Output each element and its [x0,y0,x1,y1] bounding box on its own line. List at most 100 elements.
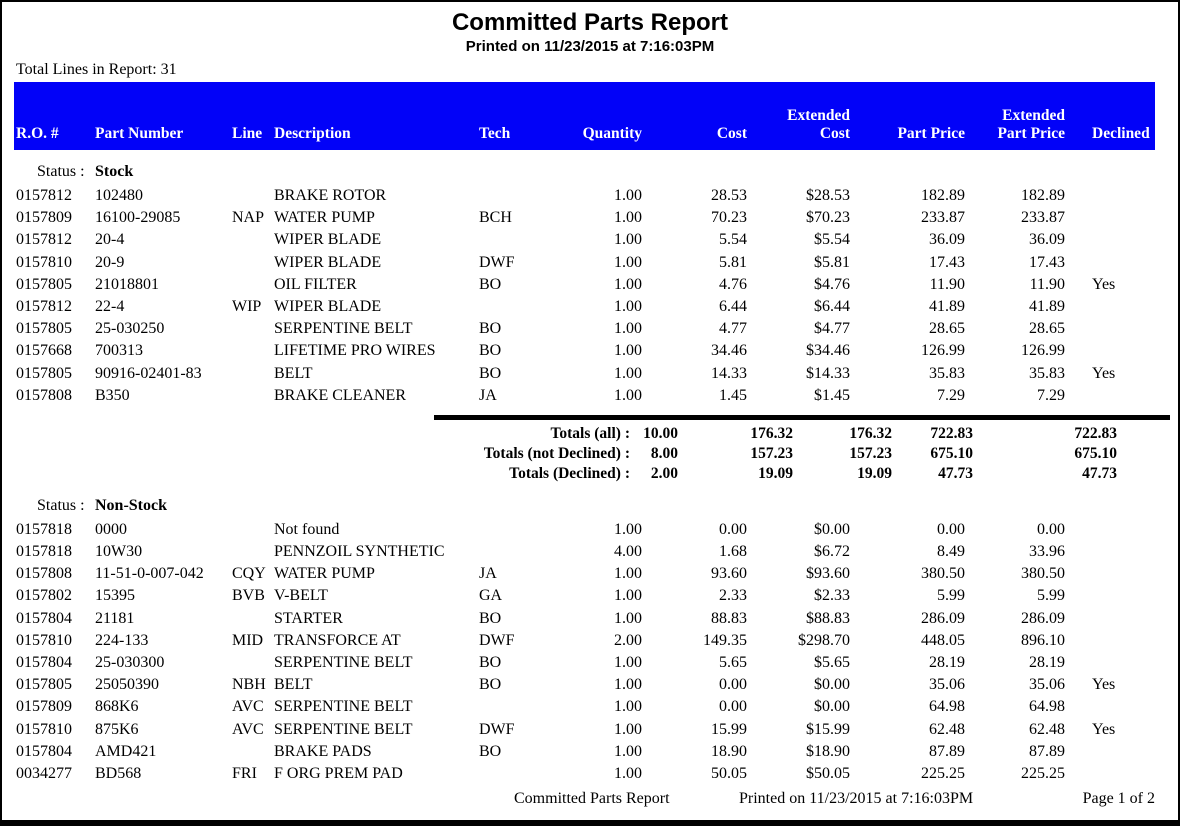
cell-ext-cost: $50.05 [806,764,850,782]
cell-line: BVB [232,587,265,605]
table-row: 0157805 90916-02401-83 BELT BO 1.00 14.33 $14.… [2,363,1178,385]
cell-cost: 1.45 [719,386,747,404]
cell-part: 25-030300 [95,654,165,671]
cell-cost: 14.33 [711,364,747,382]
cell-ext-cost: $6.72 [814,543,850,561]
cell-price: 286.09 [921,609,965,627]
cell-ext-cost: $5.54 [814,231,850,249]
cell-declined [1065,340,1156,362]
cell-ro: 0157805 [16,320,72,338]
cell-ext-price: 35.06 [1029,676,1065,694]
cell-ro: 0157810 [16,253,72,271]
cell-desc: WIPER BLADE [274,297,382,315]
footer-report-title: Committed Parts Report [514,790,670,807]
cell-price: 0.00 [937,520,965,538]
cell-desc: STARTER [274,609,343,627]
column-header-desc: Description [274,125,479,143]
column-header-label: Part Price [997,125,1065,142]
column-header-label: Line [232,125,263,142]
totals-label: Totals (all) : [550,424,630,442]
cell-tech: DWF [479,253,515,271]
cell-ext-price: 182.89 [1021,187,1065,204]
cell-price: 11.90 [929,275,965,293]
cell-qty: 1.00 [614,297,642,315]
cell-price: 448.05 [921,631,965,649]
status-row: Status : Stock [2,159,1178,185]
cell-cost: 50.05 [711,764,747,782]
column-header-label: Quantity [582,125,642,142]
totals-value: 675.10 [930,444,973,462]
cell-tech [479,763,542,785]
cell-ext-price: 41.89 [1029,297,1065,315]
cell-qty: 1.00 [614,720,642,738]
cell-ext-cost: $14.33 [806,364,850,382]
cell-ext-price: 5.99 [1037,587,1065,605]
cell-tech: BO [479,275,502,293]
cell-qty: 1.00 [614,698,642,716]
cell-ext-price: 62.48 [1029,720,1065,738]
cell-part: 224-133 [95,631,149,649]
cell-declined: Yes [1092,364,1116,382]
cell-line [232,519,274,541]
cell-tech: JA [479,386,497,404]
column-header-part: Part Number [95,125,232,143]
cell-ext-cost: $34.46 [806,342,850,360]
totals-block: Totals (all) : 10.00 176.32 176.32 722.83 722… [2,424,1178,484]
cell-ext-price: 28.65 [1029,320,1065,338]
cell-desc: WIPER BLADE [274,231,382,249]
cell-ro: 0157804 [16,654,72,671]
cell-price: 36.09 [929,231,965,249]
cell-declined [1065,207,1156,229]
cell-part: 21181 [95,609,135,627]
column-header-label: Declined [1092,125,1150,142]
totals-value: 10.00 [643,424,678,442]
cell-ext-cost: $1.45 [814,386,850,404]
cell-ext-price: 126.99 [1021,342,1065,360]
cell-qty: 1.00 [614,253,642,271]
cell-ext-cost: $0.00 [814,520,850,538]
cell-ro: 0157804 [16,609,72,627]
totals-value: 176.32 [849,424,892,442]
cell-ext-cost: $93.60 [806,565,850,583]
cell-declined [1065,519,1156,541]
cell-ext-price: 17.43 [1029,253,1065,271]
cell-declined [1065,318,1156,340]
cell-declined: Yes [1092,275,1116,293]
cell-line [232,385,274,407]
cell-part: 21018801 [95,275,159,293]
column-header-label: Part Number [95,125,184,142]
cell-ro: 0157818 [16,520,72,538]
column-header-label: Description [274,125,351,142]
cell-ext-price: 11.90 [1029,275,1065,293]
cell-ro: 0157810 [16,720,72,738]
cell-ro: 0157809 [16,698,72,716]
cell-ext-cost: $18.90 [806,742,850,760]
cell-price: 225.25 [921,764,965,782]
cell-desc: WATER PUMP [274,565,375,583]
status-value: Stock [95,163,134,180]
cell-ro: 0157812 [16,187,72,204]
cell-ext-price: 7.29 [1037,386,1065,404]
table-row: 0157810 20-9 WIPER BLADE DWF 1.00 5.81 $5.81 17… [2,252,1178,274]
cell-qty: 1.00 [614,187,642,204]
cell-price: 35.83 [929,364,965,382]
cell-part: B350 [95,386,130,404]
cell-line [232,741,274,763]
cell-part: 22-4 [95,297,125,315]
column-header-tech: Tech [479,125,542,143]
cell-part: 0000 [95,520,127,538]
cell-tech [479,696,542,718]
status-value: Non-Stock [95,496,168,514]
cell-ext-price: 225.25 [1021,764,1065,782]
cell-desc: TRANSFORCE AT [274,631,401,649]
cell-ext-cost: $5.81 [814,253,850,271]
cell-ext-price: 28.19 [1029,654,1065,671]
column-header-label: R.O. # [16,125,59,142]
cell-price: 17.43 [929,253,965,271]
cell-line: CQY [232,565,266,583]
cell-tech: DWF [479,720,515,738]
cell-ext-price: 64.98 [1029,698,1065,716]
cell-part: AMD421 [95,742,157,760]
cell-part: BD568 [95,764,142,782]
table-row: 0157804 25-030300 SERPENTINE BELT BO 1.00 5.6… [2,652,1178,674]
